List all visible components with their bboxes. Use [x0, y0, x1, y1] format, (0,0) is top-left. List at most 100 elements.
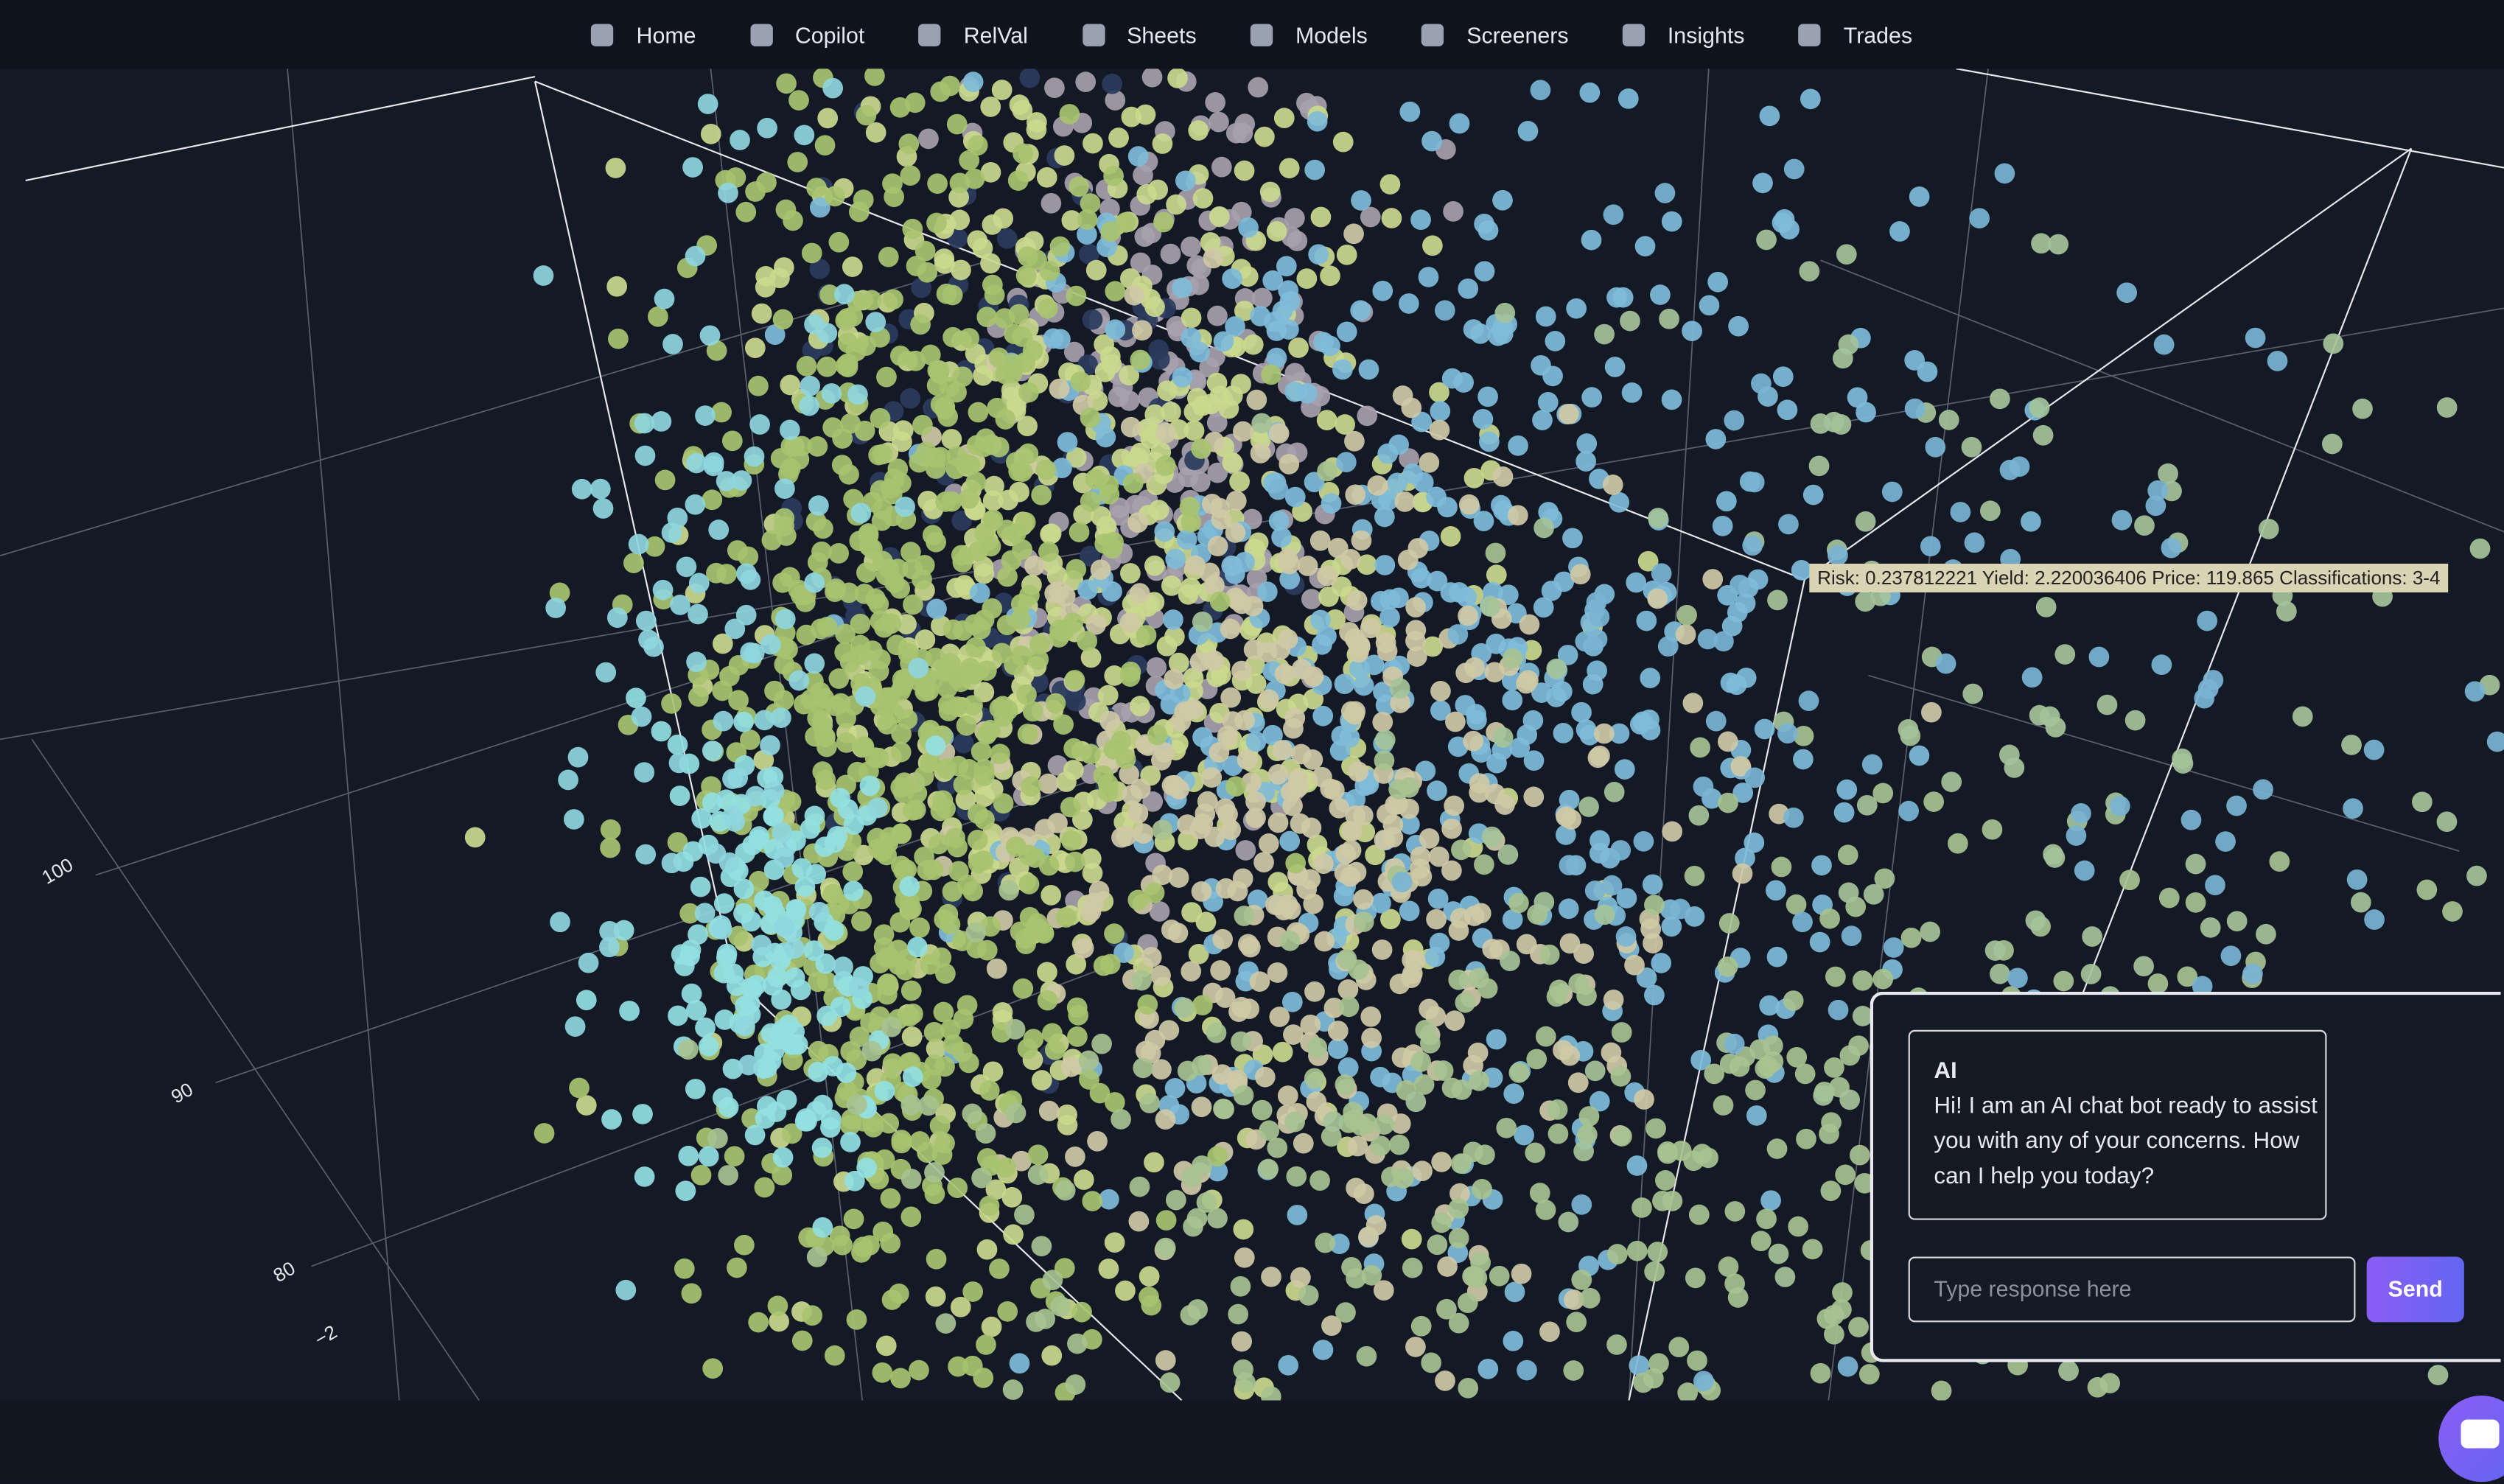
scatter-dot — [1206, 1022, 1227, 1043]
scatter-dot — [1158, 1020, 1180, 1041]
scatter-dot — [1372, 712, 1393, 732]
scatter-dot — [1428, 846, 1449, 867]
scatter-dot — [1474, 854, 1494, 875]
nav-item[interactable]: Trades — [1799, 21, 1912, 47]
scatter-dot — [1419, 1032, 1441, 1054]
scatter-dot — [1388, 434, 1410, 455]
scatter-dot — [999, 880, 1020, 901]
scatter-dot — [1007, 170, 1029, 191]
scatter-dot — [1029, 634, 1050, 655]
nav-item[interactable]: Sheets — [1082, 21, 1197, 47]
scatter-dot — [1441, 818, 1462, 839]
scatter-dot — [1854, 1172, 1875, 1194]
scatter-dot — [764, 680, 785, 701]
scatter-dot — [1309, 1170, 1330, 1191]
scatter-dot — [2197, 610, 2218, 631]
scatter-dot — [1200, 232, 1221, 253]
scatter-dot — [638, 629, 659, 651]
nav-item[interactable]: Home — [591, 21, 696, 47]
scatter-dot — [979, 1195, 1000, 1217]
scatter-dot — [1304, 1068, 1325, 1089]
scatter-dot — [775, 525, 797, 546]
scatter-dot — [1555, 825, 1576, 845]
scatter-dot — [1682, 693, 1704, 714]
scatter-dot — [677, 1039, 699, 1060]
scatter-dot — [1485, 783, 1505, 805]
scatter-dot — [1290, 1267, 1311, 1288]
scatter-dot — [929, 1115, 951, 1136]
nav-item[interactable]: Screeners — [1421, 21, 1568, 47]
scatter-dot — [1962, 683, 1984, 704]
send-button[interactable]: Send — [2366, 1256, 2464, 1323]
scatter-dot — [1813, 1085, 1834, 1106]
scatter-dot — [1225, 490, 1247, 511]
scatter-dot — [1120, 661, 1141, 682]
scatter-dot — [1251, 1099, 1273, 1121]
scatter-dot — [735, 201, 757, 223]
nav-item[interactable]: Copilot — [750, 21, 864, 47]
scatter-dot — [1156, 635, 1178, 657]
scatter-dot — [1053, 714, 1074, 735]
scatter-dot — [1463, 319, 1484, 340]
scatter-dot — [840, 413, 861, 434]
scatter-dot — [1270, 639, 1291, 660]
scatter-dot — [1353, 911, 1374, 932]
scatter-dot — [1053, 621, 1074, 643]
scatter-dot — [1989, 388, 2010, 410]
scatter-dot — [667, 507, 688, 528]
scatter-dot — [1713, 1095, 1734, 1116]
scatter-dot — [1353, 889, 1374, 910]
scatter-dot — [1234, 301, 1255, 321]
scatter-dot — [1181, 236, 1201, 257]
scatter-dot — [680, 939, 702, 961]
scatter-dot — [1390, 1113, 1411, 1134]
scatter-dot — [918, 1095, 940, 1116]
scatter-dot — [1192, 188, 1214, 209]
scatter-dot — [1568, 973, 1590, 994]
scatter-dot — [1469, 773, 1490, 794]
scatter-dot — [953, 1009, 974, 1029]
scatter-dot — [1133, 1057, 1154, 1079]
scatter-dot — [1535, 1200, 1556, 1220]
chat-message: AI Hi! I am an AI chat bot ready to assi… — [1908, 1029, 2327, 1220]
scatter-dot — [595, 662, 617, 683]
chat-toggle[interactable] — [2438, 1396, 2504, 1483]
scatter-dot — [713, 893, 735, 914]
scatter-dot — [842, 256, 863, 277]
scatter-dot — [2158, 887, 2180, 909]
scatter-dot — [1848, 1317, 1869, 1337]
scatter-dot — [1008, 461, 1029, 482]
scatter-dot — [1602, 475, 1623, 495]
scatter-dot — [1523, 786, 1545, 808]
scatter-dot — [926, 598, 947, 620]
scatter-dot — [1357, 405, 1378, 427]
scatter-dot — [1154, 521, 1175, 542]
scatter-dot — [1766, 946, 1788, 967]
nav-item[interactable]: Models — [1251, 21, 1368, 47]
scatter-dot — [1266, 221, 1287, 242]
scatter-dot — [882, 1053, 903, 1074]
nav-item[interactable]: Insights — [1623, 21, 1744, 47]
scatter-dot — [619, 1001, 640, 1021]
scatter-dot — [943, 326, 963, 348]
scatter-dot — [1041, 1345, 1063, 1366]
scatter-dot — [968, 541, 989, 562]
scatter-dot — [1909, 745, 1930, 766]
scatter-dot — [661, 853, 682, 874]
scatter-dot — [865, 122, 886, 143]
scatter-dot — [1374, 830, 1395, 850]
scatter-dot — [962, 881, 984, 902]
scatter-dot — [867, 797, 888, 819]
nav-item[interactable]: RelVal — [919, 21, 1028, 47]
scatter-dot — [1119, 391, 1140, 411]
scatter-dot — [754, 1177, 775, 1198]
chat-input[interactable]: Type response here — [1908, 1256, 2356, 1323]
scatter-dot — [1060, 797, 1081, 818]
scatter-dot — [1399, 900, 1420, 922]
scatter-dot — [1284, 208, 1305, 228]
scatter-dot — [804, 653, 825, 674]
scatter-dot — [772, 1164, 793, 1186]
scatter-dot — [783, 210, 803, 231]
scatter-dot — [1590, 830, 1610, 851]
scatter-dot — [1035, 459, 1057, 480]
